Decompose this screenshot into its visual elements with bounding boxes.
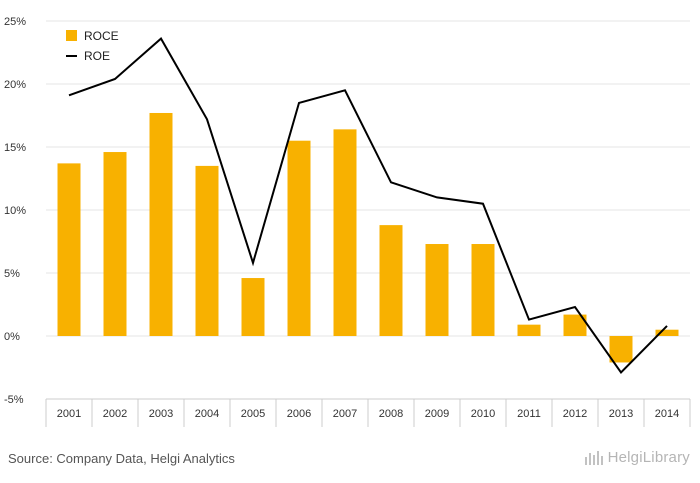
x-tick-label: 2002: [103, 408, 127, 420]
x-tick-label: 2010: [471, 408, 495, 420]
y-tick-label: 10%: [4, 205, 26, 217]
roce-bar: [425, 244, 449, 336]
roce-roe-chart: -5% 0% 5% 10% 15% 20% 25% 2001 2002 2003 2004 2005…: [4, 16, 691, 427]
roce-bar: [609, 336, 633, 363]
x-tick-label: 2009: [425, 408, 449, 420]
x-tick-label: 2014: [655, 408, 679, 420]
gridlines: [46, 20, 690, 400]
x-axis: 2001 2002 2003 2004 2005 2006 2007 2008 2009 2010…: [45, 398, 691, 427]
roce-bar: [517, 324, 541, 336]
x-tick-label: 2006: [287, 408, 311, 420]
y-tick-label: -5%: [4, 394, 24, 406]
x-tick-label: 2005: [241, 408, 265, 420]
roce-bar: [471, 244, 495, 336]
roce-bars: [57, 112, 679, 363]
roce-bar: [287, 140, 311, 336]
roce-bar: [333, 129, 357, 336]
roce-bar: [241, 278, 265, 336]
y-tick-label: 20%: [4, 79, 26, 91]
legend-roce-label: ROCE: [84, 29, 119, 43]
x-tick-label: 2008: [379, 408, 403, 420]
y-tick-label: 25%: [4, 16, 26, 28]
roce-bar: [195, 165, 219, 336]
roce-bar: [149, 112, 173, 336]
helgi-logo-icon: [584, 450, 603, 465]
roce-bar: [655, 329, 679, 336]
roce-bar: [563, 314, 587, 336]
y-tick-label: 5%: [4, 268, 20, 280]
x-tick-label: 2013: [609, 408, 633, 420]
roce-bar: [57, 163, 81, 336]
y-axis-tick-labels: -5% 0% 5% 10% 15% 20% 25%: [4, 16, 26, 406]
x-tick-label: 2003: [149, 408, 173, 420]
legend-roe-label: ROE: [84, 49, 110, 63]
x-tick-label: 2012: [563, 408, 587, 420]
helgi-library-logo[interactable]: HelgiLibrary: [584, 449, 690, 466]
x-tick-label: 2007: [333, 408, 357, 420]
legend: ROCE ROE: [66, 29, 119, 63]
x-tick-label: 2001: [57, 408, 81, 420]
roce-bar: [379, 225, 403, 336]
y-tick-label: 15%: [4, 142, 26, 154]
source-note: Source: Company Data, Helgi Analytics: [8, 451, 235, 466]
x-tick-label: 2011: [517, 408, 541, 420]
roe-line: [68, 37, 668, 375]
brand-name: HelgiLibrary: [607, 449, 690, 466]
legend-roce-swatch: [66, 30, 77, 41]
x-tick-label: 2004: [195, 408, 219, 420]
roce-bar: [103, 152, 127, 336]
y-tick-label: 0%: [4, 331, 20, 343]
